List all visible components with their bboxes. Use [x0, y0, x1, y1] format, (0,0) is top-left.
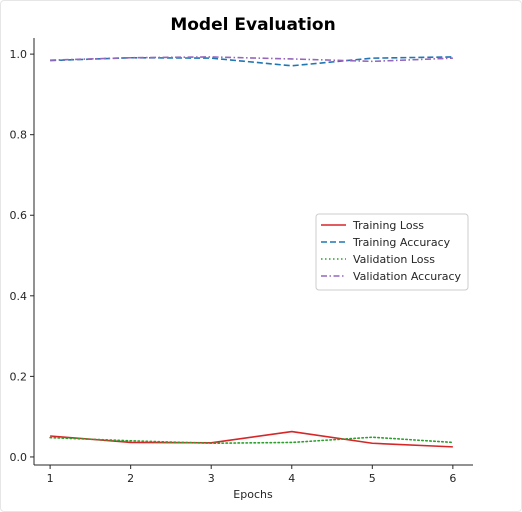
series-lines [49, 56, 454, 448]
chart-title: Model Evaluation [170, 15, 335, 35]
y-tick-label: 0.6 [10, 209, 28, 222]
y-tick-label: 1.0 [10, 48, 28, 61]
x-tick-label: 3 [208, 472, 215, 485]
series-line-validation-loss [49, 436, 454, 445]
y-tick-label: 0.4 [10, 290, 28, 303]
series-line-validation-accuracy [50, 56, 453, 63]
x-tick-label: 5 [369, 472, 376, 485]
axes [33, 38, 473, 466]
legend-label-training-accuracy: Training Accuracy [352, 236, 451, 249]
legend-label-validation-accuracy: Validation Accuracy [353, 270, 462, 283]
legend: Training Loss Training Accuracy Validation… [315, 213, 469, 291]
legend-label-validation-loss: Validation Loss [353, 253, 435, 266]
x-tick-label: 2 [127, 472, 134, 485]
x-tick-label: 1 [47, 472, 54, 485]
y-tick-label: 0.0 [10, 451, 28, 464]
x-tick-label: 6 [449, 472, 456, 485]
y-tick-label: 0.8 [10, 129, 28, 142]
y-tick-label: 0.2 [10, 370, 28, 383]
x-axis-ticks: 1 2 3 4 5 6 [47, 465, 456, 485]
legend-box [315, 213, 469, 291]
x-axis-label: Epochs [233, 488, 273, 501]
x-tick-label: 4 [288, 472, 295, 485]
legend-label-training-loss: Training Loss [352, 219, 424, 232]
y-axis-ticks: 0.0 0.2 0.4 0.6 0.8 1.0 [10, 48, 34, 464]
series-line-training-loss [50, 430, 453, 448]
